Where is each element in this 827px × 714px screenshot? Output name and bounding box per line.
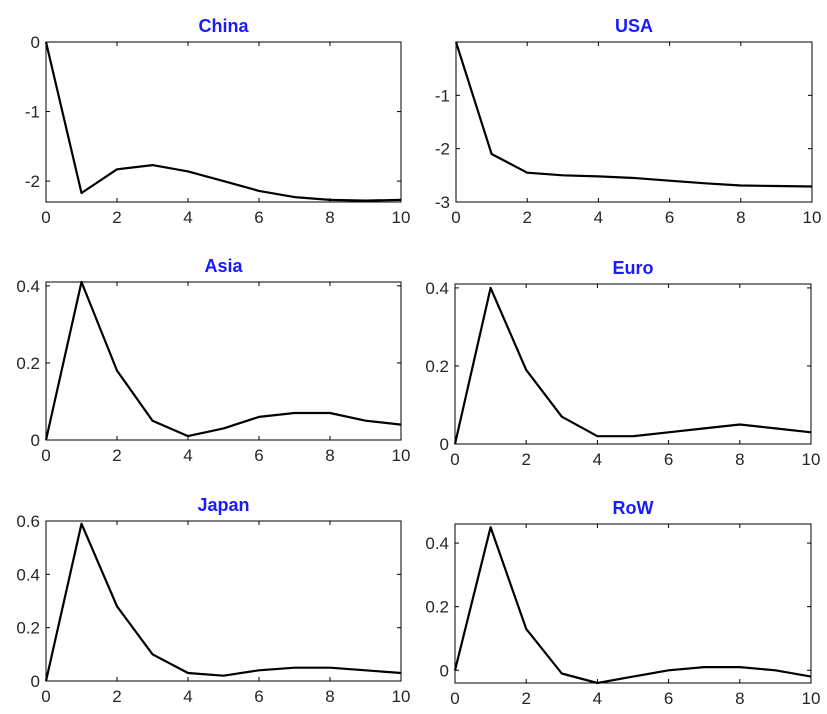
plot-frame <box>455 41 813 203</box>
x-tick-label: 4 <box>183 446 192 465</box>
x-tick-label: 6 <box>665 208 674 227</box>
x-tick-label: 2 <box>521 450 530 469</box>
x-tick-label: 0 <box>451 208 460 227</box>
x-tick-label: 6 <box>664 689 673 708</box>
subplot-title: Asia <box>204 256 243 276</box>
y-tick-label: 0.2 <box>425 357 449 376</box>
x-tick-label: 8 <box>735 450 744 469</box>
series-line <box>44 280 402 441</box>
x-tick-label: 2 <box>112 687 121 706</box>
plot-frame <box>454 523 812 684</box>
x-tick-label: 10 <box>803 208 822 227</box>
x-tick-label: 10 <box>802 450 821 469</box>
x-tick-label: 0 <box>450 450 459 469</box>
x-tick-label: 10 <box>802 689 821 708</box>
y-tick-label: 0 <box>31 431 40 450</box>
y-tick-label: 0.6 <box>16 512 40 531</box>
y-tick-label: -1 <box>435 86 450 105</box>
y-tick-label: 0.2 <box>16 354 40 373</box>
x-tick-label: 8 <box>736 208 745 227</box>
subplot-title: Japan <box>197 495 249 515</box>
x-tick-label: 4 <box>183 687 192 706</box>
x-tick-label: 6 <box>254 687 263 706</box>
x-tick-label: 10 <box>392 446 411 465</box>
series-line <box>44 522 402 682</box>
x-tick-label: 2 <box>112 208 121 227</box>
y-tick-label: -3 <box>435 193 450 212</box>
subplot-row: RoW 0 2 4 6 8 10 0 0.2 0.4 <box>425 498 820 708</box>
x-tick-label: 4 <box>594 208 603 227</box>
series-line <box>454 41 813 188</box>
x-tick-label: 0 <box>41 687 50 706</box>
y-tick-label: -2 <box>435 140 450 159</box>
y-tick-label: 0.4 <box>16 277 40 296</box>
plot-frame <box>45 41 402 203</box>
y-tick-label: 0.2 <box>16 619 40 638</box>
series-line <box>453 526 812 685</box>
x-tick-label: 8 <box>325 208 334 227</box>
x-tick-label: 4 <box>593 689 602 708</box>
y-tick-label: 0 <box>31 672 40 691</box>
x-tick-label: 6 <box>254 446 263 465</box>
subplot-china: China 0 2 4 6 8 10 0 -1 -2 <box>25 16 411 227</box>
series-line <box>453 286 812 445</box>
subplot-japan: Japan 0 2 4 6 8 10 0 0.2 0.4 0.6 <box>16 495 410 706</box>
y-tick-label: -2 <box>25 172 40 191</box>
x-tick-label: 10 <box>392 687 411 706</box>
y-tick-label: 0 <box>440 435 449 454</box>
x-tick-label: 8 <box>325 446 334 465</box>
subplot-title: China <box>198 16 249 36</box>
x-tick-label: 10 <box>392 208 411 227</box>
y-tick-label: 0.4 <box>425 534 449 553</box>
plot-frame <box>45 281 402 441</box>
x-tick-label: 2 <box>521 689 530 708</box>
x-tick-label: 6 <box>254 208 263 227</box>
x-tick-label: 0 <box>41 208 50 227</box>
plot-frame <box>45 520 402 682</box>
plot-frame <box>454 283 812 445</box>
subplot-title: USA <box>615 16 653 36</box>
x-tick-label: 6 <box>664 450 673 469</box>
x-tick-label: 4 <box>183 208 192 227</box>
y-tick-label: 0.4 <box>16 565 40 584</box>
x-tick-label: 8 <box>325 687 334 706</box>
subplot-title: Euro <box>612 258 653 278</box>
y-tick-label: -1 <box>25 103 40 122</box>
y-tick-label: 0.4 <box>425 279 449 298</box>
series-line <box>44 41 402 202</box>
subplot-title: RoW <box>613 498 654 518</box>
subplot-asia: Asia 0 2 4 6 8 10 0 0.2 0.4 <box>16 256 410 465</box>
y-tick-label: 0.2 <box>425 598 449 617</box>
y-tick-label: 0 <box>440 661 449 680</box>
x-tick-label: 2 <box>112 446 121 465</box>
subplot-usa: USA 0 2 4 6 8 10 -1 -2 -3 <box>435 16 822 227</box>
x-tick-label: 0 <box>41 446 50 465</box>
subplot-euro: Euro 0 2 4 6 8 10 0 0.2 0.4 <box>425 258 820 469</box>
y-tick-label: 0 <box>31 33 40 52</box>
x-tick-label: 0 <box>450 689 459 708</box>
x-tick-label: 8 <box>735 689 744 708</box>
x-tick-label: 2 <box>522 208 531 227</box>
x-tick-label: 4 <box>593 450 602 469</box>
